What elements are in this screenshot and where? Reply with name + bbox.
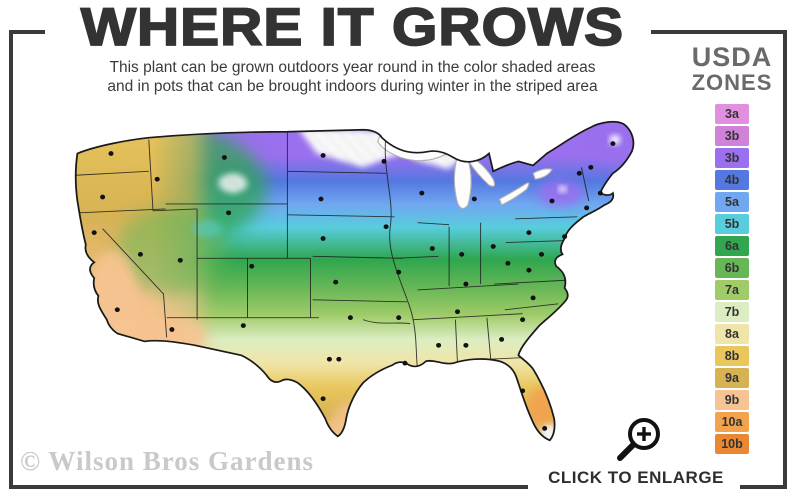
city-marker-dot: [320, 153, 326, 158]
legend-zone-swatch-8a: 8a: [715, 324, 749, 344]
city-marker-dot: [137, 252, 143, 257]
legend-zone-swatch-6b: 6b: [715, 258, 749, 278]
city-marker-dot: [326, 356, 332, 362]
subtitle-line-1: This plant can be grown outdoors year ro…: [109, 59, 596, 76]
city-marker-dot: [320, 396, 326, 402]
city-markers: [91, 141, 616, 431]
legend-zone-swatch-4b: 4b: [715, 170, 749, 190]
frame-border-top-left: [9, 30, 45, 34]
city-marker-dot: [249, 263, 255, 269]
city-marker-dot: [505, 260, 511, 266]
city-marker-dot: [347, 315, 353, 321]
city-marker-dot: [471, 196, 477, 202]
city-marker-dot: [336, 356, 342, 362]
subtitle: This plant can be grown outdoors year ro…: [30, 58, 675, 96]
city-marker-dot: [419, 190, 425, 196]
legend-zone-swatch-10b: 10b: [715, 434, 749, 454]
city-marker-dot: [221, 155, 227, 160]
city-marker-dot: [549, 198, 555, 204]
city-marker-dot: [610, 141, 616, 146]
city-marker-dot: [91, 230, 97, 235]
legend-heading-zones: ZONES: [691, 70, 773, 95]
great-lakes: [377, 134, 553, 209]
city-marker-dot: [520, 388, 526, 394]
city-marker-dot: [177, 257, 183, 263]
city-marker-dot: [542, 426, 548, 431]
usda-zone-map[interactable]: [48, 110, 678, 466]
frame-border-bottom-right: [740, 485, 787, 489]
city-marker-dot: [463, 281, 469, 287]
striped-area: [297, 127, 401, 168]
city-marker-dot: [108, 151, 114, 156]
click-to-enlarge-button[interactable]: CLICK TO ENLARGE: [548, 468, 724, 487]
legend-zone-swatch-7b: 7b: [715, 302, 749, 322]
city-marker-dot: [429, 246, 435, 251]
legend-zone-swatch-3b: 3b: [715, 126, 749, 146]
frame-border-right: [783, 30, 787, 489]
city-marker-dot: [318, 196, 324, 202]
city-marker-dot: [576, 170, 582, 176]
city-marker-dot: [584, 205, 590, 211]
city-marker-dot: [169, 327, 175, 332]
city-marker-dot: [383, 224, 389, 230]
city-marker-dot: [499, 337, 505, 342]
city-marker-dot: [520, 317, 526, 323]
city-marker-dot: [459, 252, 465, 257]
legend-zone-swatch-8b: 8b: [715, 346, 749, 366]
city-marker-dot: [114, 307, 120, 313]
city-marker-dot: [526, 267, 532, 273]
magnifier-zoom-in-icon[interactable]: [606, 410, 668, 468]
city-marker-dot: [530, 295, 536, 301]
subtitle-line-2: and in pots that can be brought indoors …: [107, 78, 598, 95]
city-marker-dot: [154, 176, 160, 182]
city-marker-dot: [396, 269, 402, 275]
legend-zone-swatch-7a: 7a: [715, 280, 749, 300]
frame-border-top-right: [651, 30, 787, 34]
city-marker-dot: [538, 252, 545, 257]
zone-shading: [75, 121, 634, 441]
legend-zone-swatch-6a: 6a: [715, 236, 749, 256]
city-marker-dot: [463, 342, 469, 348]
legend-zone-swatch-10a: 10a: [715, 412, 749, 432]
city-marker-dot: [396, 315, 402, 321]
legend-zone-swatch-9a: 9a: [715, 368, 749, 388]
city-marker-dot: [454, 309, 461, 315]
frame-border-left: [9, 30, 13, 489]
legend-zone-swatch-3a: 3a: [715, 104, 749, 124]
legend-zone-swatch-5a: 5a: [715, 192, 749, 212]
city-marker-dot: [226, 210, 232, 216]
usda-zone-map-svg: [74, 120, 635, 442]
city-marker-dot: [490, 244, 496, 249]
legend-zone-swatch-5b: 5b: [715, 214, 749, 234]
city-marker-dot: [333, 279, 339, 285]
legend-zone-list: 3a 3b 3b 4b 5a 5b 6a 6b 7a 7b 8a 8b 9a 9b 10a 10b: [684, 104, 780, 454]
city-marker-dot: [526, 230, 532, 235]
frame-border-bottom-left: [9, 485, 528, 489]
legend-zone-swatch-3b: 3b: [715, 148, 749, 168]
usda-zones-legend: USDA ZONES 3a 3b 3b 4b 5a 5b 6a 6b 7a 7b 8a 8b 9a 9b 1…: [684, 44, 780, 456]
legend-heading-usda: USDA: [691, 42, 773, 72]
city-marker-dot: [436, 342, 442, 348]
city-marker-dot: [597, 190, 603, 196]
city-marker-dot: [588, 164, 594, 170]
city-marker-dot: [100, 194, 106, 200]
city-marker-dot: [320, 236, 326, 241]
city-marker-dot: [381, 159, 387, 164]
legend-zone-swatch-9b: 9b: [715, 390, 749, 410]
state-borders: [75, 131, 590, 370]
watermark: © Wilson Bros Gardens: [20, 446, 314, 476]
page-title: WHERE IT GROWS: [80, 0, 625, 58]
city-marker-dot: [562, 234, 568, 239]
city-marker-dot: [402, 360, 408, 366]
city-marker-dot: [240, 323, 246, 328]
